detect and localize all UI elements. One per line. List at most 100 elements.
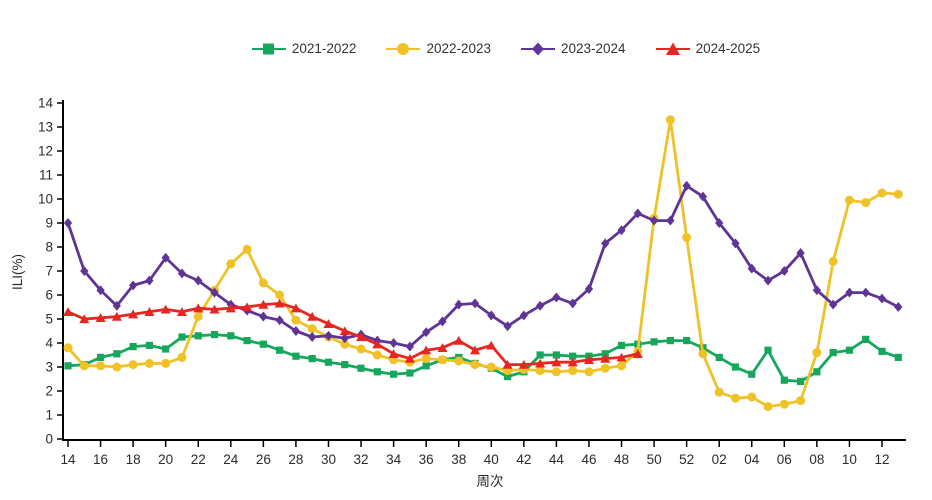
data-point-2023-2024[interactable]: [275, 315, 284, 326]
data-point-2023-2024[interactable]: [877, 293, 887, 304]
data-point-2023-2024[interactable]: [324, 330, 333, 341]
data-point-2022-2023[interactable]: [796, 396, 806, 406]
data-point-2021-2022[interactable]: [650, 338, 658, 346]
data-point-2021-2022[interactable]: [617, 341, 626, 349]
data-point-2024-2025[interactable]: [356, 332, 367, 342]
data-point-2023-2024[interactable]: [715, 218, 724, 228]
data-point-2022-2023[interactable]: [96, 361, 106, 371]
data-point-2023-2024[interactable]: [63, 218, 73, 228]
data-point-2021-2022[interactable]: [764, 346, 772, 354]
data-point-2024-2025[interactable]: [323, 319, 334, 328]
data-point-2022-2023[interactable]: [730, 393, 740, 403]
data-point-2021-2022[interactable]: [894, 353, 902, 361]
data-point-2022-2023[interactable]: [307, 324, 317, 334]
data-point-2023-2024[interactable]: [259, 311, 268, 322]
data-point-2023-2024[interactable]: [617, 225, 626, 236]
data-point-2022-2023[interactable]: [112, 362, 122, 372]
data-point-2022-2023[interactable]: [812, 348, 822, 358]
data-point-2024-2025[interactable]: [209, 304, 220, 314]
data-point-2022-2023[interactable]: [421, 354, 431, 364]
data-point-2024-2025[interactable]: [469, 345, 481, 355]
data-point-2023-2024[interactable]: [145, 275, 154, 286]
data-point-2024-2025[interactable]: [583, 355, 594, 364]
data-point-2024-2025[interactable]: [518, 359, 529, 369]
data-point-2021-2022[interactable]: [324, 358, 333, 366]
data-point-2021-2022[interactable]: [601, 350, 609, 358]
data-point-2021-2022[interactable]: [276, 346, 284, 354]
data-point-2023-2024[interactable]: [666, 215, 675, 226]
data-point-2024-2025[interactable]: [535, 358, 546, 368]
data-point-2023-2024[interactable]: [568, 298, 577, 309]
data-point-2021-2022[interactable]: [341, 361, 349, 369]
data-point-2022-2023[interactable]: [714, 387, 724, 397]
data-point-2021-2022[interactable]: [64, 362, 72, 370]
data-point-2021-2022[interactable]: [210, 331, 219, 339]
data-point-2023-2024[interactable]: [747, 263, 756, 274]
data-point-2022-2023[interactable]: [486, 362, 496, 372]
data-point-2024-2025[interactable]: [242, 302, 253, 312]
data-point-2024-2025[interactable]: [62, 307, 74, 316]
data-point-2022-2023[interactable]: [568, 366, 578, 376]
data-point-2023-2024[interactable]: [584, 284, 594, 294]
data-point-2023-2024[interactable]: [194, 275, 203, 286]
data-point-2022-2023[interactable]: [600, 363, 610, 373]
data-point-2022-2023[interactable]: [372, 350, 382, 360]
data-point-2021-2022[interactable]: [666, 337, 674, 345]
data-point-2024-2025[interactable]: [502, 359, 513, 369]
data-point-2024-2025[interactable]: [632, 349, 643, 358]
data-point-2021-2022[interactable]: [536, 351, 544, 359]
data-point-2021-2022[interactable]: [243, 337, 251, 345]
data-point-2022-2023[interactable]: [356, 344, 366, 354]
data-point-2022-2023[interactable]: [665, 115, 675, 125]
data-point-2021-2022[interactable]: [878, 347, 886, 355]
data-point-2023-2024[interactable]: [601, 238, 610, 249]
data-point-2024-2025[interactable]: [111, 311, 122, 321]
data-point-2023-2024[interactable]: [308, 332, 317, 342]
data-point-2022-2023[interactable]: [747, 392, 757, 402]
data-point-2022-2023[interactable]: [763, 402, 773, 412]
legend-item-2022-2023[interactable]: 2022-2023: [386, 42, 491, 56]
data-point-2022-2023[interactable]: [226, 259, 236, 269]
data-point-2021-2022[interactable]: [862, 335, 870, 343]
data-point-2023-2024[interactable]: [633, 208, 642, 219]
data-point-2021-2022[interactable]: [406, 369, 414, 377]
data-point-2021-2022[interactable]: [503, 373, 512, 381]
data-point-2021-2022[interactable]: [373, 368, 381, 376]
data-point-2024-2025[interactable]: [225, 303, 236, 313]
data-point-2022-2023[interactable]: [779, 399, 789, 409]
data-point-2021-2022[interactable]: [129, 343, 137, 351]
data-point-2021-2022[interactable]: [797, 377, 805, 385]
data-point-2023-2024[interactable]: [535, 300, 545, 311]
data-point-2021-2022[interactable]: [813, 368, 821, 376]
data-point-2023-2024[interactable]: [422, 327, 431, 338]
data-point-2022-2023[interactable]: [454, 356, 464, 366]
data-point-2021-2022[interactable]: [292, 352, 300, 360]
data-point-2023-2024[interactable]: [763, 275, 773, 286]
data-point-2024-2025[interactable]: [193, 303, 204, 313]
data-point-2023-2024[interactable]: [519, 310, 528, 321]
data-point-2024-2025[interactable]: [274, 298, 285, 308]
data-point-2022-2023[interactable]: [698, 349, 708, 359]
data-point-2023-2024[interactable]: [438, 316, 447, 327]
data-point-2022-2023[interactable]: [242, 244, 252, 254]
data-point-2021-2022[interactable]: [829, 349, 837, 357]
data-point-2023-2024[interactable]: [487, 310, 496, 321]
data-point-2022-2023[interactable]: [584, 367, 594, 377]
data-point-2022-2023[interactable]: [340, 339, 350, 349]
data-point-2022-2023[interactable]: [79, 361, 89, 371]
data-point-2023-2024[interactable]: [812, 285, 822, 296]
data-point-2022-2023[interactable]: [617, 361, 627, 371]
data-point-2022-2023[interactable]: [161, 358, 171, 368]
data-point-2022-2023[interactable]: [144, 358, 154, 368]
data-point-2022-2023[interactable]: [470, 360, 480, 370]
data-point-2023-2024[interactable]: [796, 248, 805, 258]
data-point-2023-2024[interactable]: [454, 299, 463, 310]
data-point-2023-2024[interactable]: [291, 326, 301, 336]
legend-item-2021-2022[interactable]: 2021-2022: [251, 42, 356, 56]
data-point-2024-2025[interactable]: [453, 335, 464, 345]
data-point-2024-2025[interactable]: [307, 311, 318, 321]
data-point-2021-2022[interactable]: [357, 364, 365, 372]
data-point-2022-2023[interactable]: [275, 290, 285, 300]
data-point-2023-2024[interactable]: [845, 287, 854, 298]
data-point-2023-2024[interactable]: [210, 287, 219, 298]
